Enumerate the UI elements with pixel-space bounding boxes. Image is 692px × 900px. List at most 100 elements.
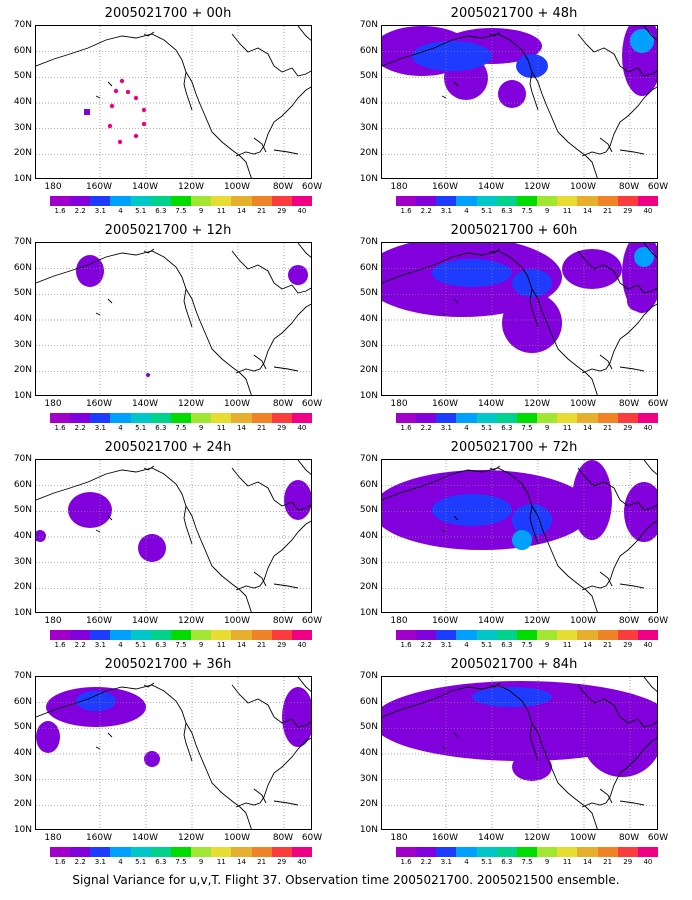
lon-tick-label: 60W: [301, 833, 323, 843]
colorbar-label: 1.6: [54, 424, 66, 432]
colorbar-label: 2.2: [420, 641, 432, 649]
lon-tick-label: 180: [390, 833, 408, 843]
colorbar-label: 40: [297, 641, 307, 649]
signal-region: [572, 460, 612, 540]
colorbar-label: 14: [236, 207, 246, 215]
colorbar-swatch: [191, 630, 212, 640]
coastline: [643, 26, 657, 41]
lat-tick-label: 50N: [13, 288, 32, 299]
lat-tick-label: 30N: [13, 339, 32, 350]
coastline: [297, 460, 311, 475]
map-panel: 2005021700 + 12h 70N 60N 50N 40N 30N 20N 10N 180…: [0, 223, 336, 435]
colorbar-label: 29: [623, 858, 633, 866]
map-panel: 2005021700 + 36h 70N 60N 50N 40N 30N 20N 10N 180…: [0, 657, 336, 869]
coastline: [581, 86, 657, 157]
colorbar-swatch: [90, 630, 111, 640]
colorbar-swatch: [617, 196, 638, 206]
colorbar-label: 9: [198, 641, 204, 649]
lon-tick-label: 100W: [569, 399, 597, 409]
signal-region: [627, 291, 647, 311]
coastline: [581, 303, 657, 374]
lon-tick-label: 100W: [223, 182, 251, 192]
colorbar-label: 4: [464, 424, 469, 432]
lat-tick-label: 50N: [13, 505, 32, 516]
lat-tick-label: 60N: [359, 45, 378, 56]
colorbar-label: 4: [118, 424, 123, 432]
colorbar-swatch: [496, 196, 517, 206]
colorbar-label: 40: [643, 858, 653, 866]
coastline: [235, 86, 311, 157]
colorbar: [50, 196, 313, 206]
lat-tick-label: 60N: [13, 479, 32, 490]
colorbar-swatch: [211, 196, 232, 206]
colorbar-swatch: [537, 196, 558, 206]
signal-region: [288, 265, 308, 285]
colorbar-label: 1.6: [400, 641, 412, 649]
colorbar-swatch: [496, 630, 517, 640]
observation-point: [119, 78, 125, 84]
colorbar-swatch: [50, 413, 71, 423]
map-area: [35, 25, 312, 179]
lon-tick-label: 120W: [523, 182, 551, 192]
lon-tick-label: 160W: [431, 616, 459, 626]
colorbar: [396, 630, 659, 640]
coastline: [441, 95, 447, 99]
lat-tick-label: 40N: [359, 97, 378, 107]
observation-point: [133, 95, 139, 101]
colorbar-swatch: [251, 847, 272, 857]
colorbar-swatch: [130, 630, 151, 640]
lat-tick-label: 70N: [13, 20, 32, 30]
lon-tick-label: 140W: [477, 616, 505, 626]
panel-title: 2005021700 + 84h: [450, 657, 578, 672]
panel-title: 2005021700 + 12h: [104, 223, 232, 238]
colorbar: [396, 413, 659, 423]
colorbar-swatch: [170, 847, 192, 857]
colorbar-label: 2.2: [74, 858, 86, 866]
lat-tick-label: 60N: [359, 262, 378, 273]
colorbar-label: 6.3: [155, 207, 167, 215]
coastline: [599, 137, 613, 153]
colorbar-label: 11: [562, 207, 572, 215]
colorbar-label: 5.1: [481, 641, 493, 649]
colorbar-label: 11: [562, 424, 572, 432]
lon-tick-label: 140W: [477, 182, 505, 192]
signal-region: [432, 494, 512, 526]
lat-tick-label: 20N: [359, 148, 378, 159]
colorbar-label: 7.5: [521, 207, 533, 215]
colorbar-label: 1.6: [54, 858, 66, 866]
lon-tick-label: 100W: [223, 616, 251, 626]
lon-tick-label: 180: [390, 616, 408, 626]
colorbar-swatch: [416, 847, 437, 857]
lon-tick-label: 80W: [618, 833, 640, 843]
lon-tick-label: 80W: [272, 182, 294, 192]
coastline: [36, 250, 252, 395]
coastline: [529, 505, 539, 545]
coastline: [95, 95, 101, 99]
colorbar-swatch: [150, 630, 171, 640]
colorbar-label: 6.3: [501, 207, 513, 215]
colorbar-label: 4: [118, 858, 123, 866]
lat-tick-label: 40N: [359, 314, 378, 324]
lat-tick-label: 40N: [13, 97, 32, 107]
coastline: [577, 250, 657, 294]
observation-point: [125, 89, 131, 95]
lat-tick-label: 10N: [359, 608, 378, 618]
coastline: [235, 737, 311, 808]
colorbar-swatch: [291, 847, 313, 857]
lon-tick-label: 140W: [131, 399, 159, 409]
coastline: [489, 465, 501, 471]
coastline: [453, 732, 459, 738]
colorbar-swatch: [416, 413, 437, 423]
colorbar-label: 9: [198, 207, 204, 215]
colorbar-swatch: [396, 196, 417, 206]
colorbar-swatch: [231, 413, 252, 423]
colorbar-swatch: [291, 196, 313, 206]
coastline: [489, 248, 501, 254]
colorbar-swatch: [537, 630, 558, 640]
colorbar-label: 14: [236, 858, 246, 866]
colorbar-label: 1.6: [400, 424, 412, 432]
lat-tick-label: 10N: [13, 391, 32, 401]
lon-tick-label: 140W: [131, 616, 159, 626]
observation-point: [107, 123, 113, 129]
colorbar-swatch: [476, 413, 497, 423]
